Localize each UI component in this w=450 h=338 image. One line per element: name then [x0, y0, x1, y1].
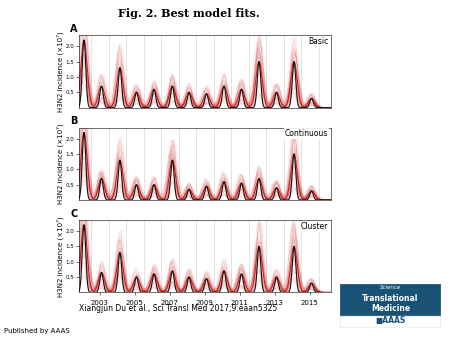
Text: B: B — [70, 116, 77, 126]
Text: Translational: Translational — [362, 294, 418, 304]
Text: Xiangjun Du et al., Sci Transl Med 2017;9:eaan5325: Xiangjun Du et al., Sci Transl Med 2017;… — [79, 304, 277, 313]
Text: Science: Science — [380, 285, 401, 290]
Text: Cluster: Cluster — [301, 222, 328, 231]
Y-axis label: H3N2 incidence (×10⁷): H3N2 incidence (×10⁷) — [57, 216, 64, 297]
Y-axis label: H3N2 incidence (×10⁷): H3N2 incidence (×10⁷) — [57, 31, 64, 112]
Text: Continuous: Continuous — [285, 129, 328, 138]
Text: Fig. 2. Best model fits.: Fig. 2. Best model fits. — [118, 8, 260, 20]
Text: Published by AAAS: Published by AAAS — [4, 328, 70, 334]
Text: C: C — [70, 209, 77, 219]
Text: ■AAAS: ■AAAS — [375, 316, 405, 325]
Y-axis label: H3N2 incidence (×10⁷): H3N2 incidence (×10⁷) — [57, 124, 64, 204]
Text: A: A — [70, 24, 77, 34]
Text: Basic: Basic — [308, 37, 328, 46]
Bar — [340, 284, 441, 317]
Bar — [340, 316, 441, 328]
Text: Medicine: Medicine — [371, 304, 410, 313]
